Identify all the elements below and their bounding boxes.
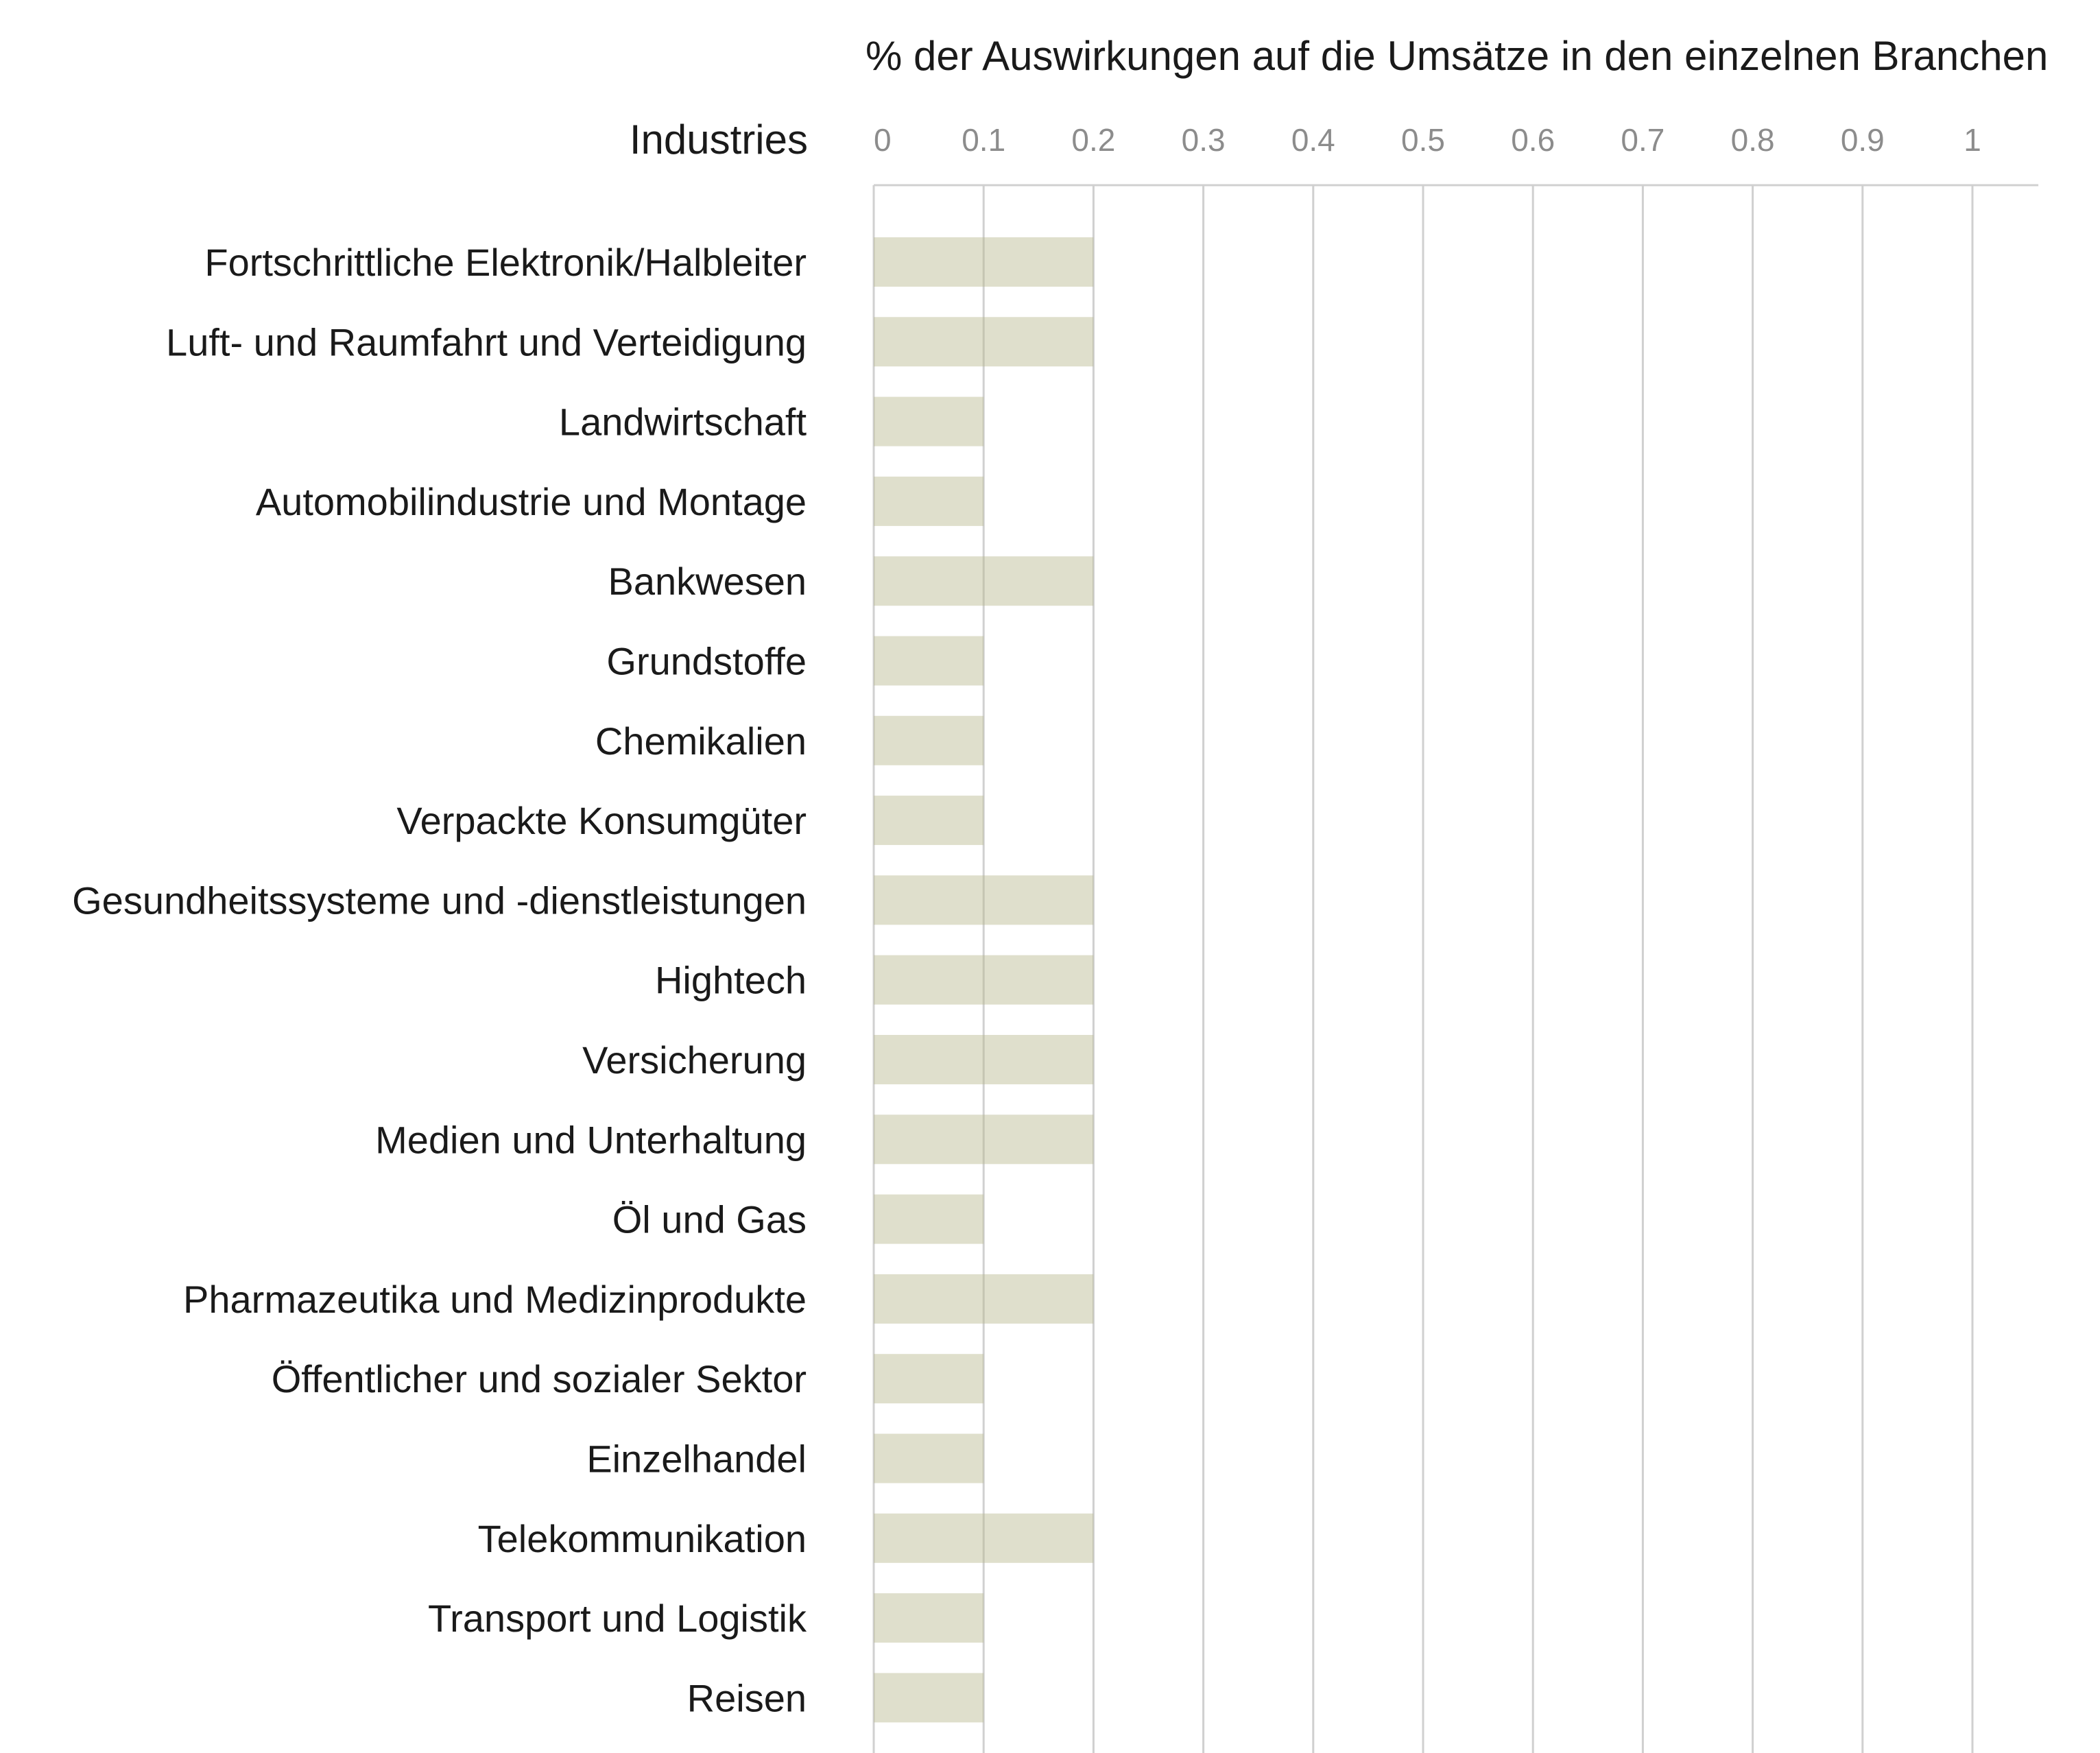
x-tick-label: 1 bbox=[1964, 122, 1981, 158]
x-tick-label: 0.9 bbox=[1841, 122, 1885, 158]
category-label: Hightech bbox=[655, 959, 807, 1002]
bar bbox=[874, 1114, 1094, 1165]
bar bbox=[874, 556, 1094, 606]
bar bbox=[874, 237, 1094, 287]
x-tick-label: 0.6 bbox=[1511, 122, 1555, 158]
bar bbox=[874, 317, 1094, 367]
category-label: Grundstoffe bbox=[606, 640, 807, 683]
category-label: Medien und Unterhaltung bbox=[375, 1118, 807, 1161]
category-label: Landwirtschaft bbox=[559, 401, 807, 444]
category-label: Einzelhandel bbox=[586, 1438, 807, 1481]
bar bbox=[874, 1593, 984, 1643]
x-tick-label: 0.2 bbox=[1071, 122, 1115, 158]
x-tick-labels: 0 0.1 0.2 0.3 0.4 0.5 0.6 0.7 0.8 0.9 1 bbox=[874, 122, 1981, 158]
bars bbox=[874, 237, 1094, 1723]
bar bbox=[874, 955, 1094, 1005]
bar bbox=[874, 1035, 1094, 1084]
x-tick-label: 0.3 bbox=[1182, 122, 1226, 158]
bar bbox=[874, 1433, 984, 1483]
bar bbox=[874, 636, 984, 686]
category-label: Öl und Gas bbox=[612, 1198, 807, 1241]
bar bbox=[874, 1673, 984, 1723]
bar bbox=[874, 476, 984, 526]
grid-lines bbox=[872, 184, 2039, 1753]
chart-title: % der Auswirkungen auf die Umsätze in de… bbox=[866, 33, 2048, 79]
bar bbox=[874, 396, 984, 446]
category-label: Gesundheitssysteme und -dienstleistungen bbox=[72, 879, 807, 922]
category-label: Fortschrittliche Elektronik/Halbleiter bbox=[204, 241, 807, 284]
category-label: Verpackte Konsumgüter bbox=[396, 799, 807, 842]
x-tick-label: 0.7 bbox=[1621, 122, 1665, 158]
bar bbox=[874, 715, 984, 765]
category-label: Transport und Logistik bbox=[428, 1597, 807, 1640]
x-tick-label: 0.4 bbox=[1291, 122, 1335, 158]
bar bbox=[874, 1194, 984, 1244]
bar bbox=[874, 1274, 1094, 1324]
bar bbox=[874, 1513, 1094, 1563]
x-tick-label: 0 bbox=[874, 122, 892, 158]
category-label: Öffentlicher und sozialer Sektor bbox=[272, 1357, 807, 1400]
category-label: Pharmazeutika und Medizinprodukte bbox=[183, 1278, 807, 1321]
bar bbox=[874, 796, 984, 846]
category-label: Luft- und Raumfahrt und Verteidigung bbox=[166, 320, 807, 363]
category-labels: Fortschrittliche Elektronik/Halbleiter Lu… bbox=[72, 241, 807, 1719]
category-label: Telekommunikation bbox=[478, 1517, 807, 1560]
category-label: Versicherung bbox=[582, 1038, 807, 1082]
category-label: Bankwesen bbox=[608, 560, 807, 603]
bar bbox=[874, 1354, 984, 1404]
category-header: Industries bbox=[630, 117, 808, 163]
x-tick-label: 0.5 bbox=[1401, 122, 1445, 158]
category-label: Reisen bbox=[687, 1676, 807, 1719]
category-label: Automobilindustrie und Montage bbox=[256, 480, 807, 523]
x-tick-label: 0.8 bbox=[1731, 122, 1775, 158]
x-tick-label: 0.1 bbox=[962, 122, 1005, 158]
category-label: Chemikalien bbox=[595, 719, 807, 763]
bar bbox=[874, 875, 1094, 925]
